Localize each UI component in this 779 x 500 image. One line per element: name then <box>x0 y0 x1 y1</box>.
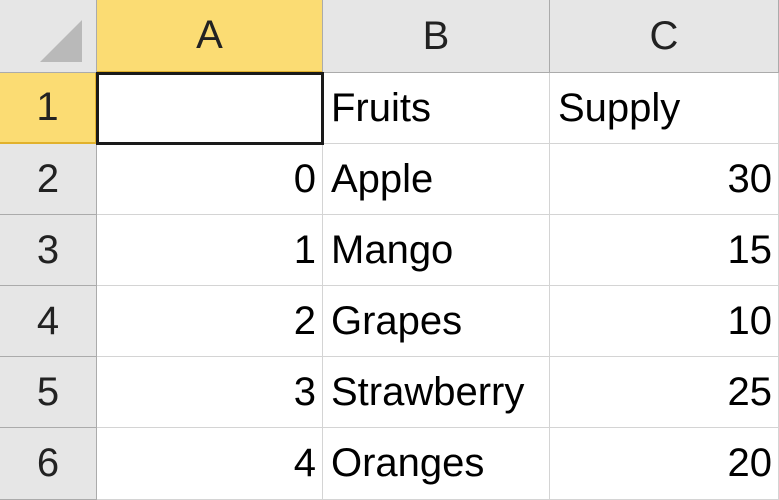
cell-c1[interactable]: Supply <box>550 73 779 144</box>
cell-a2[interactable]: 0 <box>97 144 323 215</box>
column-header-c[interactable]: C <box>550 0 779 73</box>
cell-c6[interactable]: 20 <box>550 428 779 500</box>
cell-b5[interactable]: Strawberry <box>323 357 550 428</box>
row-header-5[interactable]: 5 <box>0 357 97 428</box>
column-header-a[interactable]: A <box>97 0 323 73</box>
cell-a1[interactable] <box>96 72 324 145</box>
row-header-1[interactable]: 1 <box>0 73 97 144</box>
column-header-b[interactable]: B <box>323 0 550 73</box>
cell-c4[interactable]: 10 <box>550 286 779 357</box>
cell-b3[interactable]: Mango <box>323 215 550 286</box>
row-header-2[interactable]: 2 <box>0 144 97 215</box>
cell-b1[interactable]: Fruits <box>323 73 550 144</box>
cell-a4[interactable]: 2 <box>97 286 323 357</box>
cell-c2[interactable]: 30 <box>550 144 779 215</box>
cell-a5[interactable]: 3 <box>97 357 323 428</box>
row-header-4[interactable]: 4 <box>0 286 97 357</box>
cell-b6[interactable]: Oranges <box>323 428 550 500</box>
row-header-3[interactable]: 3 <box>0 215 97 286</box>
row-header-6[interactable]: 6 <box>0 428 97 500</box>
cell-a3[interactable]: 1 <box>97 215 323 286</box>
select-all-corner[interactable] <box>0 0 97 73</box>
cell-c5[interactable]: 25 <box>550 357 779 428</box>
cell-b4[interactable]: Grapes <box>323 286 550 357</box>
cell-c3[interactable]: 15 <box>550 215 779 286</box>
select-all-triangle-icon <box>40 20 82 62</box>
cell-b2[interactable]: Apple <box>323 144 550 215</box>
cell-a6[interactable]: 4 <box>97 428 323 500</box>
